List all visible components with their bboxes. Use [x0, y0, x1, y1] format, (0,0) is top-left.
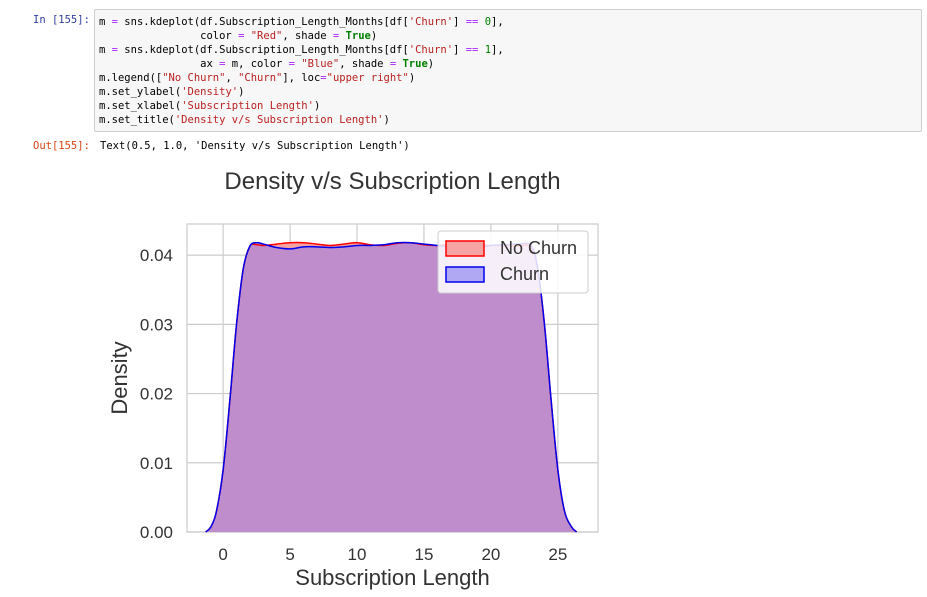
- x-tick-label: 25: [548, 545, 567, 564]
- code-line: color = "Red", shade = True): [99, 30, 378, 42]
- code-lines: m = sns.kdeplot(df.Subscription_Length_M…: [99, 15, 917, 127]
- code-line: m.set_title('Density v/s Subscription Le…: [99, 114, 390, 126]
- code-line: m = sns.kdeplot(df.Subscription_Length_M…: [99, 44, 504, 56]
- code-line: m.set_ylabel('Density'): [99, 86, 245, 98]
- legend-label: Churn: [500, 264, 549, 284]
- code-cell-editor[interactable]: m = sns.kdeplot(df.Subscription_Length_M…: [94, 9, 922, 132]
- x-axis-label: Subscription Length: [295, 565, 489, 590]
- code-line: m = sns.kdeplot(df.Subscription_Length_M…: [99, 16, 504, 28]
- output-prompt: Out[155]:: [33, 140, 90, 152]
- x-tick-label: 20: [481, 545, 500, 564]
- churn-area: [205, 242, 577, 532]
- x-tick-label: 5: [285, 545, 294, 564]
- chart-title: Density v/s Subscription Length: [224, 168, 560, 195]
- input-prompt: In [155]:: [33, 14, 90, 26]
- legend-label: No Churn: [500, 238, 577, 258]
- y-tick-label: 0.01: [140, 454, 173, 473]
- y-axis-label: Density: [107, 341, 132, 414]
- code-line: ax = m, color = "Blue", shade = True): [99, 58, 435, 70]
- x-tick-label: 15: [414, 545, 433, 564]
- y-tick-label: 0.03: [140, 315, 173, 334]
- output-text: Text(0.5, 1.0, 'Density v/s Subscription…: [100, 140, 410, 152]
- code-line: m.set_xlabel('Subscription Length'): [99, 100, 321, 112]
- y-tick-label: 0.02: [140, 385, 173, 404]
- y-tick-label: 0.04: [140, 246, 173, 265]
- x-tick-label: 0: [218, 545, 227, 564]
- legend-swatch: [445, 240, 485, 257]
- x-tick-label: 10: [348, 545, 367, 564]
- y-tick-label: 0.00: [140, 523, 173, 542]
- code-line: m.legend(["No Churn", "Churn"], loc="upp…: [99, 72, 416, 84]
- legend-swatch: [445, 266, 485, 283]
